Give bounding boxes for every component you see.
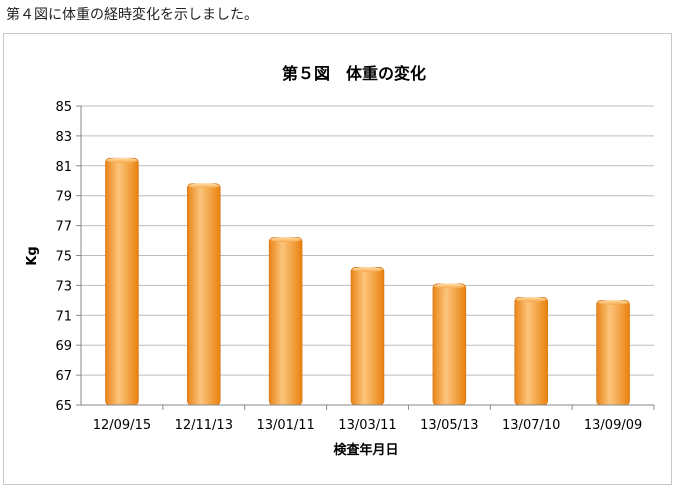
y-axis-title: Kg xyxy=(25,246,40,265)
bar xyxy=(105,157,139,406)
y-tick-label: 65 xyxy=(55,399,72,414)
bar-cap xyxy=(597,299,629,305)
x-tick-label: 13/05/13 xyxy=(420,418,478,433)
bar-body xyxy=(596,299,630,406)
y-tick-label: 67 xyxy=(55,369,72,384)
x-tick-label: 13/07/10 xyxy=(502,418,560,433)
y-tick-label: 73 xyxy=(55,279,72,294)
y-tick-label: 79 xyxy=(55,190,72,205)
bar-cap xyxy=(433,283,465,289)
x-tick-label: 12/09/15 xyxy=(93,418,151,433)
chart-title: 第５図 体重の変化 xyxy=(282,64,426,83)
y-tick-label: 71 xyxy=(55,309,72,324)
bar xyxy=(596,299,630,406)
bar-cap xyxy=(188,183,220,189)
x-tick-label: 13/01/11 xyxy=(256,418,314,433)
bar-body xyxy=(105,157,139,406)
bar-cap xyxy=(515,296,547,302)
y-tick-label: 77 xyxy=(55,220,72,235)
bar xyxy=(268,237,303,406)
bar-body xyxy=(350,267,385,406)
x-tick-label: 12/11/13 xyxy=(175,418,233,433)
bar xyxy=(514,296,548,406)
bar-cap xyxy=(270,237,302,243)
y-tick-label: 85 xyxy=(55,100,72,115)
x-axis-title: 検査年月日 xyxy=(333,442,398,458)
bar-body xyxy=(514,296,548,406)
y-tick-label: 75 xyxy=(55,250,72,265)
bar-cap xyxy=(106,157,138,163)
bar-cap xyxy=(352,266,383,272)
bar xyxy=(432,283,467,406)
bar xyxy=(350,266,385,406)
bar-body xyxy=(187,183,221,406)
caption-text: 第４図に体重の経時変化を示しました。 xyxy=(6,7,258,23)
bar-chart: 第５図 体重の変化 65 67 69 71 73 75 77 79 81 83 85 12/09/1… xyxy=(25,64,655,458)
y-tick-label: 69 xyxy=(55,339,72,354)
bar-body xyxy=(432,283,467,406)
y-tick-label: 81 xyxy=(55,160,72,175)
x-tick-label: 13/09/09 xyxy=(584,418,642,433)
y-tick-label: 83 xyxy=(55,130,72,145)
x-tick-label: 13/03/11 xyxy=(338,418,396,433)
chart-container: 第５図 体重の変化 65 67 69 71 73 75 77 79 81 83 85 12/09/1… xyxy=(3,33,672,485)
bar-body xyxy=(268,237,303,406)
bar xyxy=(187,183,221,406)
